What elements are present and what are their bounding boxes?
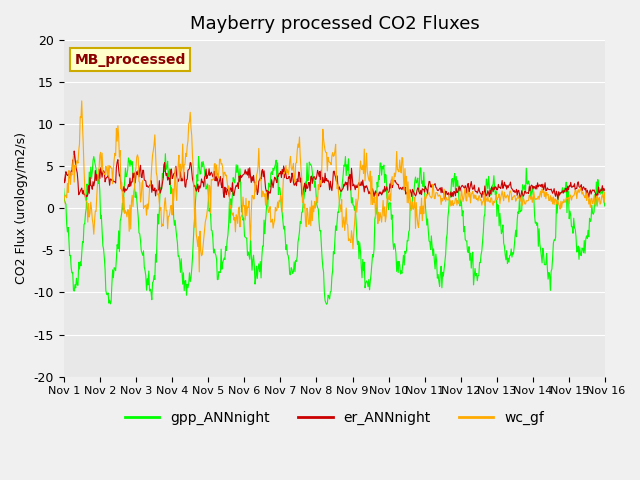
gpp_ANNnight xyxy=(181,278,189,284)
gpp_ANNnight xyxy=(125,158,133,164)
Y-axis label: CO2 Flux (urology/m2/s): CO2 Flux (urology/m2/s) xyxy=(15,132,28,284)
er_ANNnight xyxy=(210,172,218,178)
wc_gf xyxy=(126,202,134,208)
Line: er_ANNnight: er_ANNnight xyxy=(63,151,605,200)
gpp_ANNnight xyxy=(70,287,77,293)
wc_gf xyxy=(602,197,609,203)
gpp_ANNnight xyxy=(402,251,410,256)
er_ANNnight xyxy=(60,172,67,178)
wc_gf xyxy=(211,161,218,167)
er_ANNnight xyxy=(417,188,424,193)
wc_gf xyxy=(402,183,410,189)
wc_gf xyxy=(70,153,77,158)
gpp_ANNnight xyxy=(60,186,67,192)
wc_gf xyxy=(418,195,426,201)
wc_gf xyxy=(181,161,189,167)
er_ANNnight xyxy=(126,175,134,181)
gpp_ANNnight xyxy=(210,250,218,256)
er_ANNnight xyxy=(70,161,77,167)
er_ANNnight xyxy=(181,183,189,189)
Line: gpp_ANNnight: gpp_ANNnight xyxy=(63,154,605,304)
gpp_ANNnight xyxy=(602,204,609,210)
Text: MB_processed: MB_processed xyxy=(74,53,186,67)
Line: wc_gf: wc_gf xyxy=(63,101,605,272)
gpp_ANNnight xyxy=(323,301,330,307)
Legend: gpp_ANNnight, er_ANNnight, wc_gf: gpp_ANNnight, er_ANNnight, wc_gf xyxy=(119,405,550,430)
gpp_ANNnight xyxy=(418,180,426,186)
er_ANNnight xyxy=(70,148,78,154)
wc_gf xyxy=(60,201,67,207)
wc_gf xyxy=(78,98,86,104)
er_ANNnight xyxy=(602,188,609,194)
er_ANNnight xyxy=(554,197,562,203)
gpp_ANNnight xyxy=(161,151,169,156)
wc_gf xyxy=(195,269,203,275)
er_ANNnight xyxy=(401,184,409,190)
Title: Mayberry processed CO2 Fluxes: Mayberry processed CO2 Fluxes xyxy=(189,15,479,33)
